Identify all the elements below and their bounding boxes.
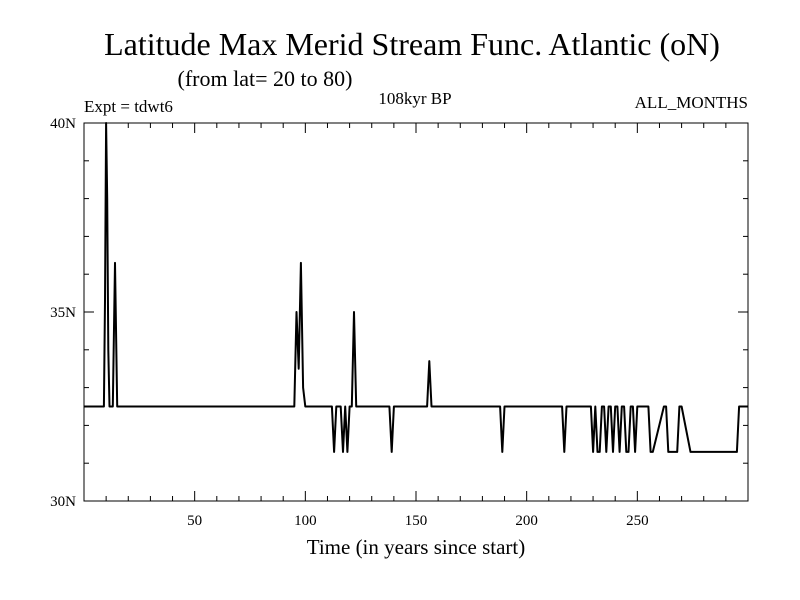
x-tick-label: 100 bbox=[294, 513, 317, 529]
y-tick-label: 30N bbox=[50, 494, 76, 510]
x-tick-label: 150 bbox=[405, 513, 428, 529]
chart-subtitle: (from lat= 20 to 80) bbox=[178, 66, 353, 91]
plot-frame bbox=[83, 122, 749, 502]
x-tick-label: 50 bbox=[187, 513, 202, 529]
x-minor-ticks bbox=[105, 123, 727, 501]
x-tick-label: 200 bbox=[515, 513, 538, 529]
months-label: ALL_MONTHS bbox=[635, 93, 748, 112]
experiment-label: Expt = tdwt6 bbox=[84, 97, 173, 116]
y-axis-ticks: 30N 35N 40N bbox=[50, 116, 748, 510]
x-axis-label: Time (in years since start) bbox=[307, 535, 526, 559]
series-line bbox=[84, 122, 748, 453]
y-tick-label: 35N bbox=[50, 305, 76, 321]
x-tick-label: 250 bbox=[626, 513, 649, 529]
chart-title: Latitude Max Merid Stream Func. Atlantic… bbox=[104, 26, 720, 62]
period-label: 108kyr BP bbox=[378, 89, 451, 108]
y-minor-ticks bbox=[84, 160, 748, 464]
y-tick-label: 40N bbox=[50, 116, 76, 132]
x-axis-ticks: 50 100 150 200 250 bbox=[187, 123, 649, 529]
